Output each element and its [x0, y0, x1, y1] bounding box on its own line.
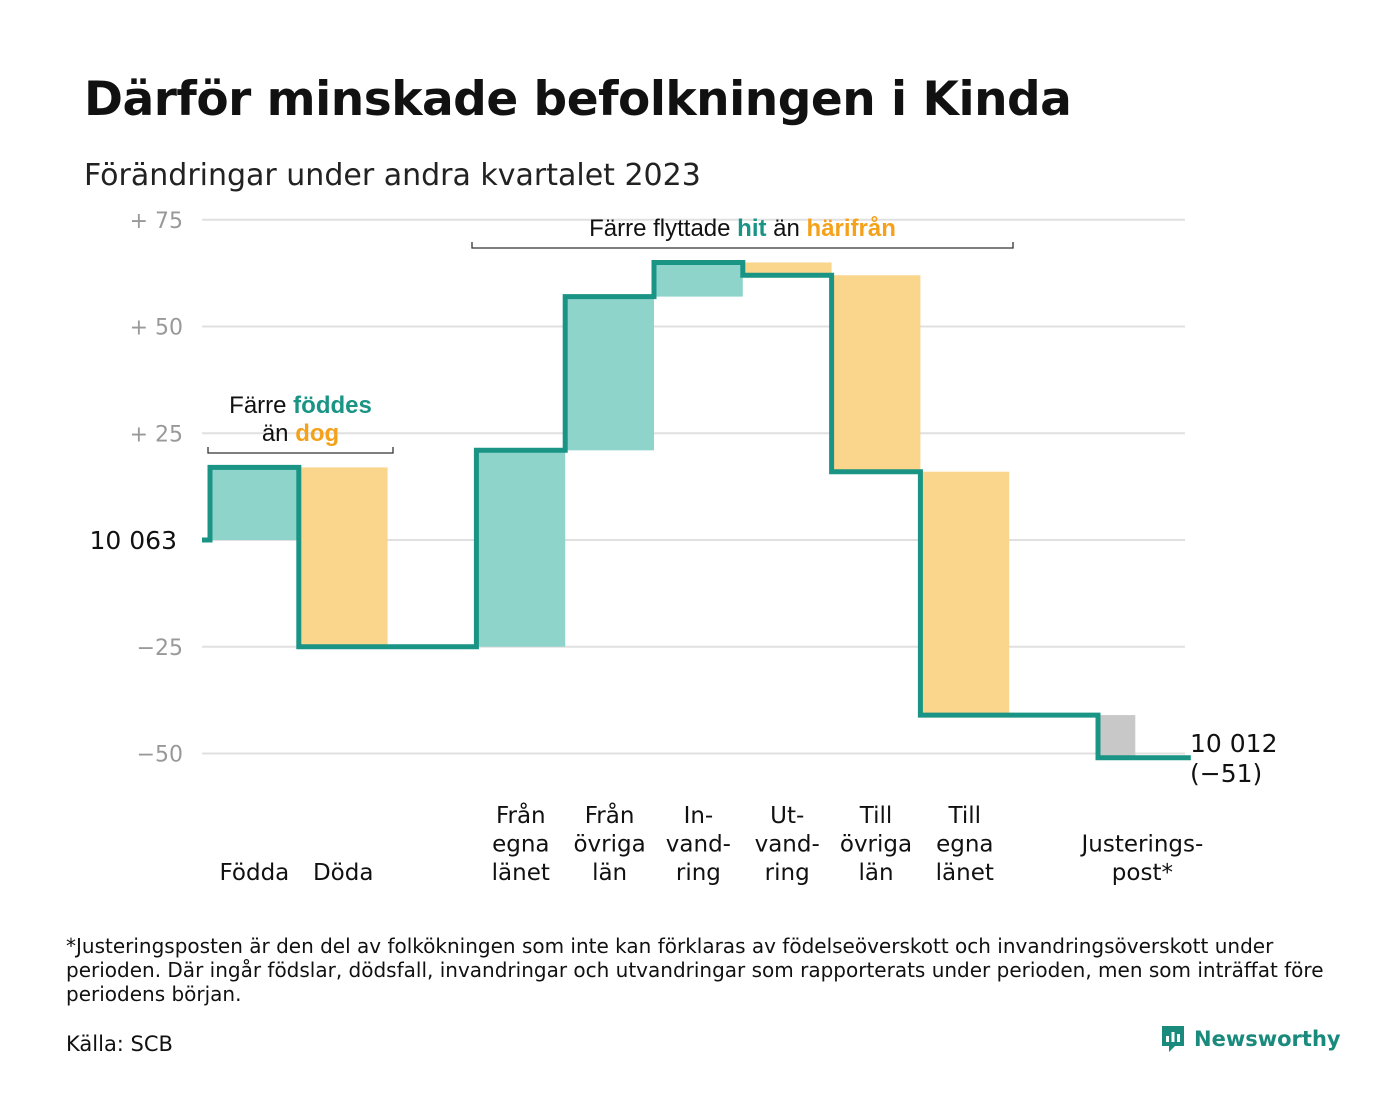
annotation-moves: Färre flyttade hit än härifrån	[471, 215, 1014, 249]
baseline-label: 10 063	[90, 526, 177, 555]
annotation-bracket	[207, 447, 394, 454]
annotation-segment: föddes	[293, 392, 372, 419]
category-label-till-egna-lanet: egna	[936, 832, 993, 858]
annotation-bracket	[471, 242, 1014, 249]
bar-till-ovriga-lan	[831, 275, 921, 472]
annotation-segment: Färre flyttade	[589, 215, 737, 242]
bar-fodda	[210, 467, 299, 540]
annotation-segment: härifrån	[807, 215, 896, 242]
annotation-segment: än	[262, 420, 295, 447]
category-label-fodda: Födda	[220, 860, 290, 886]
category-label-invandring: vand-	[666, 832, 731, 858]
end-label-line: (−51)	[1190, 759, 1262, 788]
bar-till-egna-lanet	[920, 471, 1010, 716]
population-step-line	[202, 260, 1191, 761]
category-label-fran-ovriga-lan: län	[592, 860, 627, 886]
end-label-line: 10 012	[1190, 729, 1277, 758]
category-label-till-ovriga-lan: län	[858, 860, 893, 886]
annotation-text: Färre flyttade hit än härifrån	[589, 215, 896, 242]
bar-doda	[298, 467, 388, 647]
category-label-invandring: ring	[676, 860, 721, 886]
newsworthy-logo: Newsworthy	[1160, 1024, 1341, 1054]
chart-subtitle: Förändringar under andra kvartalet 2023	[84, 158, 701, 193]
bar-invandring	[654, 262, 743, 297]
category-label-utvandring: ring	[765, 860, 810, 886]
category-label-fran-egna-lanet: länet	[492, 860, 550, 886]
category-label-fran-egna-lanet: Från	[496, 801, 546, 829]
category-label-justeringspost: Justerings-	[1079, 832, 1203, 858]
bar-fran-ovriga-lan	[565, 296, 654, 451]
annotation-text: än dog	[262, 420, 339, 447]
bar-utvandring	[742, 262, 832, 276]
newsworthy-logo-icon	[1162, 1026, 1184, 1052]
source-note: Källa: SCB	[66, 1032, 173, 1056]
bar-justeringspost	[1098, 715, 1136, 758]
footnote: *Justeringsposten är den del av folkökni…	[66, 934, 1324, 1006]
annotation-segment: än	[767, 215, 807, 242]
category-label-utvandring: vand-	[755, 832, 820, 858]
annotation-segment: dog	[295, 420, 339, 447]
y-tick-label: −50	[137, 743, 183, 768]
category-label-invandring: In-	[684, 803, 714, 829]
y-tick-label: −25	[137, 636, 183, 661]
bar-fran-egna-lanet	[476, 450, 566, 647]
category-label-fran-ovriga-lan: övriga	[573, 832, 645, 858]
category-label-fran-egna-lanet: egna	[492, 832, 549, 858]
category-label-fran-ovriga-lan: Från	[585, 801, 635, 829]
category-label-till-ovriga-lan: övriga	[840, 832, 912, 858]
category-label-till-egna-lanet: länet	[936, 860, 994, 886]
category-labels: Födda DödaFrånegnalänetFrånövrigalänIn-va…	[220, 801, 1204, 886]
newsworthy-logo-text: Newsworthy	[1194, 1027, 1341, 1051]
category-label-doda: Döda	[313, 860, 373, 886]
annotation-segment: hit	[737, 215, 766, 242]
annotation-text: Färre föddes	[229, 392, 372, 419]
y-tick-label: + 50	[130, 316, 183, 341]
y-tick-label: + 75	[130, 209, 183, 234]
waterfall-chart: + 75 + 50 + 25 −25 −50 10 063 10 012(−51) Födda…	[90, 209, 1278, 886]
end-label: 10 012(−51)	[1190, 729, 1277, 788]
category-label-utvandring: Ut-	[770, 803, 804, 829]
annotation-segment: Färre	[229, 392, 293, 419]
y-tick-label: + 25	[130, 422, 183, 447]
category-label-justeringspost: post*	[1112, 860, 1173, 886]
category-label-till-egna-lanet: Till	[948, 803, 982, 829]
category-label-till-ovriga-lan: Till	[859, 803, 893, 829]
bars	[210, 262, 1136, 758]
chart-title: Därför minskade befolkningen i Kinda	[84, 72, 1072, 127]
